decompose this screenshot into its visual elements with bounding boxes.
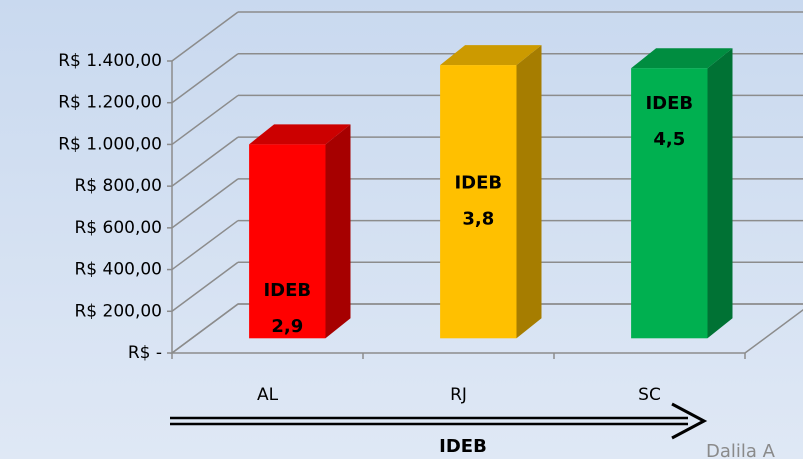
- grid-line: [171, 261, 239, 312]
- y-tick-label: R$ 600,00: [74, 218, 162, 238]
- x-tick-label: SC: [638, 385, 661, 405]
- grid-line: [171, 53, 239, 104]
- grid-line: [171, 219, 239, 271]
- y-tick-label: R$ 800,00: [74, 176, 162, 196]
- bar-top: [249, 124, 351, 145]
- y-tick-label: R$ 1.000,00: [58, 134, 162, 154]
- bar-label: IDEB: [263, 280, 311, 301]
- y-tick-label: R$ -: [128, 343, 162, 363]
- y-tick-label: R$ 200,00: [74, 301, 162, 321]
- watermark: Dalila A: [706, 441, 776, 459]
- x-tick-label: RJ: [450, 385, 467, 405]
- x-arrow: [170, 402, 708, 440]
- bar: [631, 68, 708, 339]
- grid-line: [171, 303, 239, 354]
- bar-side: [325, 124, 351, 339]
- grid-line: [171, 136, 239, 187]
- y-tick-label: R$ 400,00: [74, 260, 162, 280]
- y-tick-label: R$ 1.200,00: [58, 93, 162, 113]
- bar: [440, 65, 517, 339]
- x-axis-title: IDEB: [439, 436, 487, 457]
- bar-label: 4,5: [653, 129, 685, 150]
- grid-line: [171, 178, 239, 229]
- bar-label: IDEB: [454, 173, 502, 194]
- bar-side: [516, 45, 542, 339]
- bar-top: [631, 48, 733, 69]
- bar-side: [707, 48, 733, 339]
- y-tick-label: R$ 1.400,00: [58, 51, 162, 71]
- grid-line: [171, 94, 239, 146]
- bar: [249, 144, 326, 339]
- bar-label: IDEB: [645, 93, 693, 114]
- bar-top: [440, 45, 542, 66]
- bar-label: 3,8: [462, 209, 494, 230]
- grid-line: [171, 11, 239, 62]
- bar-label: 2,9: [271, 316, 303, 337]
- x-tick-label: AL: [257, 385, 279, 405]
